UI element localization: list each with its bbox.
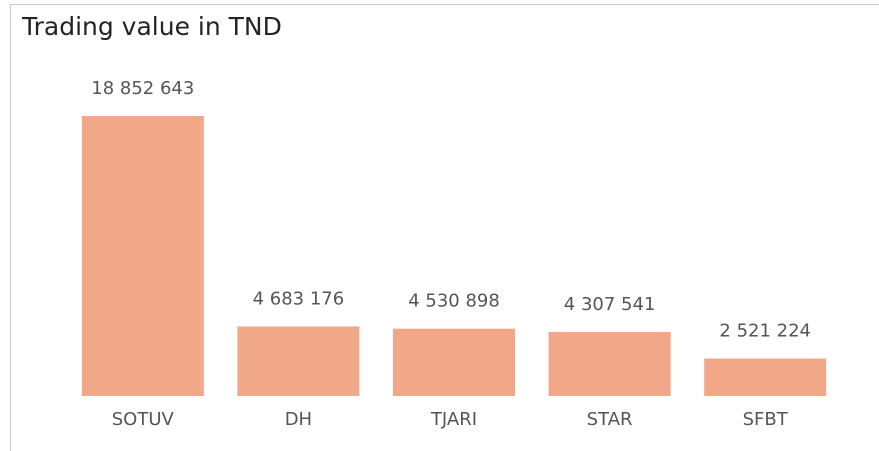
x-tick-label: TJARI: [430, 409, 477, 430]
chart-title: Trading value in TND: [21, 12, 282, 41]
bar: [237, 326, 360, 396]
x-tick-label: SOTUV: [112, 409, 175, 430]
bar: [81, 116, 204, 396]
x-tick-label: DH: [285, 409, 312, 430]
value-label: 4 530 898: [408, 291, 500, 312]
bar: [704, 358, 827, 396]
bar: [548, 332, 671, 396]
value-label: 4 683 176: [253, 288, 345, 309]
x-tick-label: STAR: [587, 409, 633, 430]
value-label: 18 852 643: [91, 78, 194, 99]
value-label: 2 521 224: [719, 321, 811, 342]
bar: [393, 328, 515, 396]
x-tick-label: SFBT: [743, 409, 789, 430]
value-label: 4 307 541: [564, 294, 656, 315]
